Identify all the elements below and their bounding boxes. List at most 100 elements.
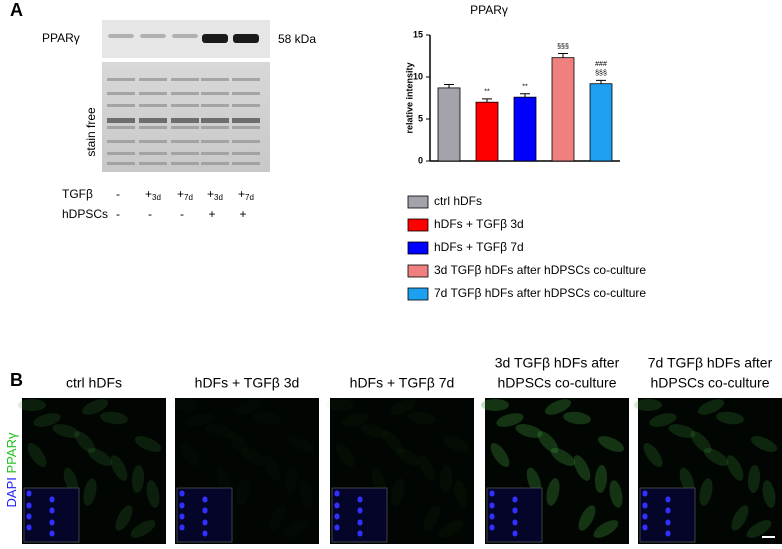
sign: +	[207, 187, 214, 201]
nucleus	[202, 520, 208, 526]
stain-band	[107, 104, 135, 107]
blot-band	[140, 34, 166, 38]
stain-band	[171, 140, 199, 143]
blot-band	[233, 34, 259, 43]
stain-band	[139, 152, 167, 155]
channel-dapi: DAPI	[4, 477, 19, 507]
stain-band	[232, 78, 260, 81]
stain-band	[201, 78, 229, 81]
cell-signal	[573, 455, 591, 481]
cell-signal	[537, 430, 559, 454]
stain-band	[107, 152, 135, 155]
legend-label: 3d TGFβ hDFs after hDPSCs co-culture	[434, 263, 646, 277]
cell-signal	[544, 399, 572, 415]
stain-band	[139, 162, 167, 165]
blot-loading: stain free	[84, 107, 98, 157]
bar	[589, 83, 613, 162]
cell-signal	[115, 505, 133, 531]
cell-signal	[526, 467, 542, 495]
cell-signal	[130, 520, 156, 538]
column-title: ctrl hDFs	[66, 375, 122, 391]
subscript: 7d	[184, 193, 193, 202]
cell-signal	[496, 413, 524, 427]
cell-signal	[27, 443, 47, 467]
nucleus	[202, 508, 208, 514]
significance: §§§	[557, 43, 569, 50]
error-bar	[520, 93, 530, 98]
stain-band	[107, 162, 135, 165]
cell-signal	[697, 399, 725, 415]
stain-band	[171, 92, 199, 95]
legend-swatch	[407, 218, 429, 232]
cell-signal	[726, 455, 744, 481]
stain-band	[232, 162, 260, 165]
stain-band	[232, 92, 260, 95]
lane-sign: -	[116, 207, 120, 221]
nucleus	[202, 531, 208, 537]
nucleus	[26, 503, 32, 509]
cell-signal	[134, 436, 162, 452]
sign: +	[177, 187, 184, 201]
significance: **	[484, 89, 490, 96]
column-title: hDPSCs co-culture	[650, 375, 769, 391]
stain-band	[232, 118, 260, 123]
stain-band	[171, 118, 199, 123]
nucleus	[49, 520, 55, 526]
sign: +	[238, 187, 245, 201]
y-axis-label: relative intensity	[404, 62, 414, 133]
nucleus	[665, 520, 671, 526]
error-bar	[482, 98, 492, 103]
nucleus	[179, 514, 185, 520]
cell-signal	[110, 455, 128, 481]
stain-band	[171, 162, 199, 165]
legend-label: hDFs + TGFβ 3d	[434, 217, 524, 231]
panel-label: A	[10, 0, 23, 20]
lane-sign: -	[180, 207, 184, 221]
cell-signal	[679, 467, 695, 495]
y-tick-label: 0	[418, 155, 423, 165]
cell-signal	[594, 465, 608, 493]
bar	[551, 57, 575, 162]
lane-sign: +	[208, 207, 215, 221]
stain-band	[107, 140, 135, 143]
nucleus	[642, 503, 648, 509]
subscript: 7d	[245, 193, 254, 202]
nucleus	[179, 503, 185, 509]
nucleus	[49, 497, 55, 503]
cell-signal	[171, 399, 199, 411]
significance: ###	[595, 61, 607, 68]
stain-band	[232, 126, 260, 129]
stain-band	[201, 118, 229, 123]
scale-bar	[762, 536, 775, 538]
blot-band	[172, 34, 198, 38]
stain-band	[139, 92, 167, 95]
error-bar	[558, 52, 568, 58]
cell-signal	[750, 436, 778, 452]
nucleus	[665, 508, 671, 514]
cell-signal	[423, 505, 441, 531]
cell-signal	[81, 399, 109, 415]
nucleus	[334, 503, 340, 509]
nucleus	[642, 514, 648, 520]
nucleus	[334, 491, 340, 497]
stain-band	[107, 126, 135, 129]
stain-band	[201, 126, 229, 129]
cell-signal	[131, 465, 145, 493]
cell-signal	[609, 480, 623, 508]
nucleus	[512, 508, 518, 514]
cell-signal	[100, 411, 128, 425]
cell-signal	[438, 520, 464, 538]
nucleus	[49, 508, 55, 514]
lane-sign: -	[148, 207, 152, 221]
subscript: 3d	[214, 193, 223, 202]
cell-signal	[490, 443, 510, 467]
legend-label: ctrl hDFs	[434, 194, 482, 208]
cell-signal	[360, 424, 388, 438]
cell-signal	[371, 467, 387, 495]
cell-signal	[408, 411, 436, 425]
stain-band	[232, 140, 260, 143]
error-bar	[444, 84, 454, 88]
cell-signal	[454, 480, 468, 508]
cell-signal	[382, 430, 404, 454]
